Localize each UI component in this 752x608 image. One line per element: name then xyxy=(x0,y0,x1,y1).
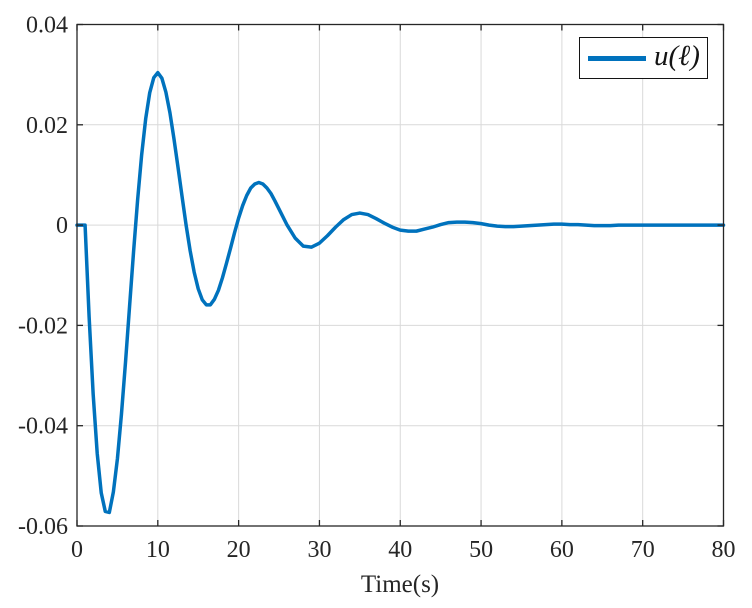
x-tick-label: 0 xyxy=(71,537,83,563)
legend: u(ℓ) xyxy=(579,37,708,79)
y-tick-labels: -0.06 -0.04 -0.02 0 0.02 0.04 xyxy=(18,13,68,541)
tick-marks xyxy=(76,23,725,527)
legend-label: u(ℓ) xyxy=(654,39,700,72)
x-tick-label: 70 xyxy=(631,537,655,563)
series-line xyxy=(75,70,726,515)
x-tick-label: 10 xyxy=(146,537,170,563)
y-tick-label: 0.04 xyxy=(26,13,68,39)
y-tick-label: -0.06 xyxy=(18,514,68,540)
x-tick-label: 80 xyxy=(712,537,736,563)
x-tick-label: 50 xyxy=(469,537,493,563)
x-tick-label: 40 xyxy=(388,537,412,563)
x-tick-label: 60 xyxy=(550,537,574,563)
x-tick-labels: 0 10 20 30 40 50 60 70 80 xyxy=(71,537,736,563)
x-tick-label: 30 xyxy=(307,537,331,563)
y-tick-label: -0.04 xyxy=(18,414,68,440)
y-tick-label: 0 xyxy=(56,213,68,239)
series xyxy=(75,70,726,515)
x-axis-label: Time(s) xyxy=(361,571,439,598)
y-tick-label: -0.02 xyxy=(18,313,68,339)
y-tick-label: 0.02 xyxy=(26,113,68,139)
x-tick-label: 20 xyxy=(227,537,251,563)
legend-line-swatch xyxy=(588,55,646,61)
grid-lines xyxy=(76,24,724,527)
